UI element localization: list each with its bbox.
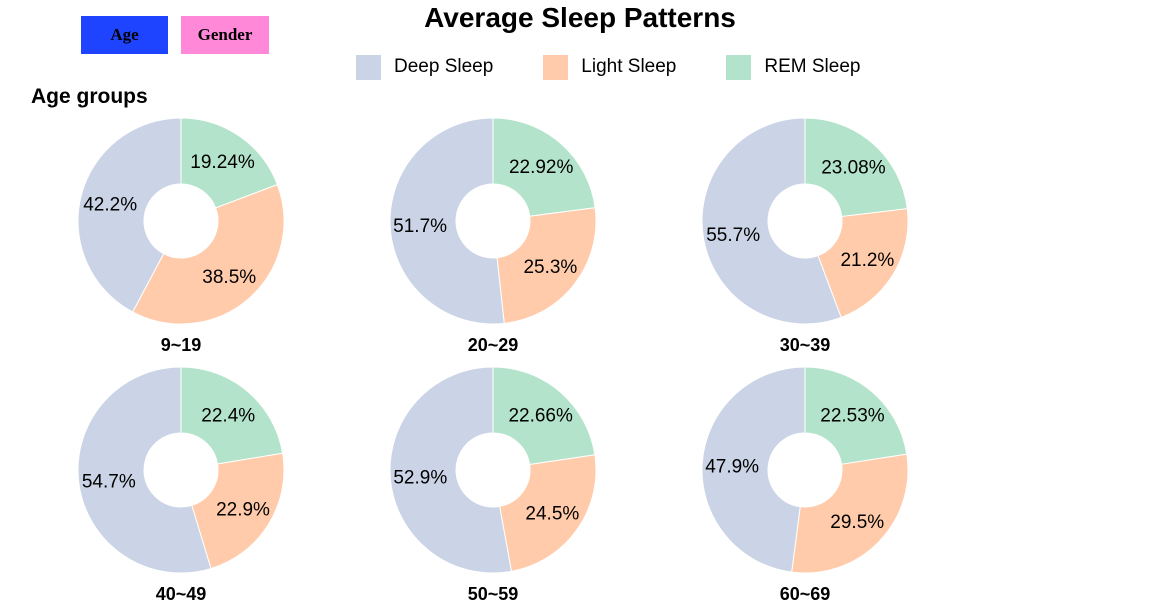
legend-item-deep-sleep[interactable]: Deep Sleep [356,54,493,80]
slice-label-20-29-light-sleep: 25.3% [523,257,577,278]
legend: Deep Sleep Light Sleep REM Sleep [356,54,910,80]
slice-label-60-69-deep-sleep: 47.9% [705,456,759,477]
slice-60-69-rem-sleep[interactable] [804,366,908,465]
chart-label-50-59: 50~59 [468,584,519,604]
slice-50-59-rem-sleep[interactable] [492,366,596,466]
slice-30-39-deep-sleep[interactable] [701,117,842,325]
slice-label-40-49-rem-sleep: 22.4% [201,405,255,426]
slice-label-20-29-rem-sleep: 22.92% [509,157,574,178]
slice-9-19-rem-sleep[interactable] [180,117,278,209]
slice-label-60-69-light-sleep: 29.5% [830,512,884,533]
slice-20-29-rem-sleep[interactable] [492,117,596,217]
slice-40-49-deep-sleep[interactable] [77,366,212,574]
slice-label-50-59-deep-sleep: 52.9% [393,468,447,489]
gender-button[interactable]: Gender [181,16,269,54]
chart-label-20-29: 20~29 [468,335,519,355]
section-title: Age groups [31,85,148,108]
legend-item-light-sleep[interactable]: Light Sleep [543,54,676,80]
legend-label-light-sleep: Light Sleep [581,56,677,77]
slice-20-29-light-sleep[interactable] [496,207,597,324]
slice-label-9-19-deep-sleep: 42.2% [83,194,137,215]
legend-swatch-rem-sleep [726,54,752,80]
slice-9-19-deep-sleep[interactable] [77,117,182,313]
slice-50-59-light-sleep[interactable] [499,454,597,572]
legend-item-rem-sleep[interactable]: REM Sleep [726,54,860,80]
legend-label-deep-sleep: Deep Sleep [394,56,494,77]
legend-label-rem-sleep: REM Sleep [764,56,861,77]
slice-20-29-deep-sleep[interactable] [389,117,505,325]
slice-label-30-39-light-sleep: 21.2% [840,250,894,271]
chart-label-9-19: 9~19 [161,335,202,355]
legend-swatch-deep-sleep [356,54,381,80]
slice-label-40-49-light-sleep: 22.9% [216,500,270,521]
slice-40-49-rem-sleep[interactable] [180,366,284,465]
chart-label-40-49: 40~49 [156,584,207,604]
slice-60-69-light-sleep[interactable] [791,453,909,574]
age-button[interactable]: Age [81,16,168,54]
slice-label-40-49-deep-sleep: 54.7% [82,472,136,493]
legend-swatch-light-sleep [543,54,569,80]
slice-9-19-light-sleep[interactable] [131,183,285,325]
slice-label-30-39-deep-sleep: 55.7% [706,225,760,246]
slice-label-30-39-rem-sleep: 23.08% [821,157,886,178]
slice-60-69-deep-sleep[interactable] [701,366,806,573]
slice-label-50-59-light-sleep: 24.5% [525,503,579,524]
slice-label-9-19-light-sleep: 38.5% [202,267,256,288]
slice-label-60-69-rem-sleep: 22.53% [820,406,885,427]
slice-label-50-59-rem-sleep: 22.66% [508,406,573,427]
slice-50-59-deep-sleep[interactable] [389,366,513,574]
slice-label-20-29-deep-sleep: 51.7% [393,216,447,237]
slice-40-49-light-sleep[interactable] [191,452,285,570]
slice-30-39-light-sleep[interactable] [817,208,909,319]
slice-label-9-19-rem-sleep: 19.24% [190,152,255,173]
chart-label-60-69: 60~69 [780,584,831,604]
slice-30-39-rem-sleep[interactable] [804,117,908,218]
chart-title: Average Sleep Patterns [424,2,736,33]
chart-label-30-39: 30~39 [780,335,831,355]
